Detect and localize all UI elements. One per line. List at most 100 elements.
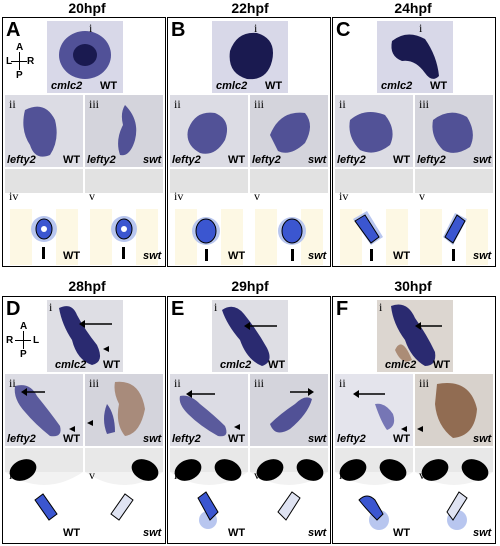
image-d-ii <box>5 374 83 446</box>
genotype-b-iv: WT <box>228 250 246 262</box>
gene-b-iii: lefty2 <box>252 154 281 166</box>
roman-b-ii: ii <box>174 97 181 111</box>
gene-a-i: cmlc2 <box>51 80 83 92</box>
roman-d-ii: ii <box>9 376 16 390</box>
roman-c-v: v <box>419 189 425 203</box>
image-d-iii <box>85 374 163 446</box>
schematic-c-iv <box>335 169 413 265</box>
schematic-d-v <box>85 448 163 542</box>
gene-a-ii: lefty2 <box>7 154 36 166</box>
roman-f-i: i <box>379 300 383 314</box>
image-b-iii <box>250 95 328 167</box>
image-b-i <box>212 21 288 93</box>
gene-b-i: cmlc2 <box>216 80 248 92</box>
genotype-b-iii: swt <box>308 154 327 166</box>
genotype-c-iii: swt <box>473 154 492 166</box>
image-b-ii <box>170 95 248 167</box>
panel-letter-d: D <box>6 298 21 320</box>
image-f-ii <box>335 374 413 446</box>
roman-a-v: v <box>89 189 95 203</box>
gene-d-i: cmlc2 <box>55 359 87 371</box>
axis-p: P <box>16 70 23 81</box>
header-24hpf: 24hpf <box>394 0 432 16</box>
schematic-f-iv <box>335 448 413 542</box>
genotype-c-ii: WT <box>393 154 411 166</box>
gene-f-ii: lefty2 <box>337 433 366 445</box>
genotype-f-ii: WT <box>393 433 411 445</box>
schematic-e-iv <box>170 448 248 542</box>
schematic-e-v <box>250 448 328 542</box>
gene-e-i: cmlc2 <box>220 359 252 371</box>
genotype-d-iii: swt <box>143 433 162 445</box>
image-a-i <box>47 21 123 93</box>
genotype-b-ii: WT <box>228 154 246 166</box>
panel-b: B i cmlc2 WT ii lefty2 WT iii lefty2 swt… <box>167 17 331 267</box>
roman-a-iv: iv <box>9 189 19 203</box>
genotype-a-ii: WT <box>63 154 81 166</box>
gene-a-iii: lefty2 <box>87 154 116 166</box>
panel-letter-f: F <box>336 298 349 320</box>
genotype-f-i: WT <box>433 359 451 371</box>
roman-a-i: i <box>89 21 93 35</box>
schematic-a-iv <box>5 169 83 265</box>
image-a-iii <box>85 95 163 167</box>
header-20hpf: 20hpf <box>68 0 106 16</box>
gene-c-ii: lefty2 <box>337 154 366 166</box>
image-d-i <box>47 300 123 372</box>
roman-f-iii: iii <box>419 376 430 390</box>
roman-b-iv: iv <box>174 189 184 203</box>
schematic-a-v <box>85 169 163 265</box>
image-f-iii <box>415 374 493 446</box>
roman-d-i: i <box>49 300 53 314</box>
schematic-c-v <box>415 169 493 265</box>
roman-d-iv: iv <box>9 468 19 482</box>
panel-letter-b: B <box>171 19 186 41</box>
genotype-e-i: WT <box>268 359 286 371</box>
schematic-b-iv <box>170 169 248 265</box>
image-e-iii <box>250 374 328 446</box>
genotype-a-iv: WT <box>63 250 81 262</box>
roman-c-i: i <box>419 21 423 35</box>
gene-e-ii: lefty2 <box>172 433 201 445</box>
axis-l: L <box>6 56 13 67</box>
genotype-a-v: swt <box>143 250 162 262</box>
roman-f-iv: iv <box>339 468 349 482</box>
roman-b-i: i <box>254 21 258 35</box>
panel-e: E i cmlc2 WT ii lefty2 WT iii swt iv WT … <box>167 296 331 544</box>
roman-e-iv: iv <box>174 468 184 482</box>
roman-b-v: v <box>254 189 260 203</box>
genotype-c-i: WT <box>430 80 448 92</box>
genotype-f-iv: WT <box>393 527 411 539</box>
image-c-ii <box>335 95 413 167</box>
genotype-d-ii: WT <box>63 433 81 445</box>
roman-c-iii: iii <box>419 97 430 111</box>
genotype-d-iv: WT <box>63 527 81 539</box>
header-22hpf: 22hpf <box>231 0 269 16</box>
image-a-ii <box>5 95 83 167</box>
panel-c: C i cmlc2 WT ii lefty2 WT iii lefty2 swt… <box>332 17 496 267</box>
genotype-a-i: WT <box>100 80 118 92</box>
genotype-b-i: WT <box>265 80 283 92</box>
genotype-e-iii: swt <box>308 433 327 445</box>
roman-a-ii: ii <box>9 97 16 111</box>
gene-c-iii: lefty2 <box>417 154 446 166</box>
roman-f-ii: ii <box>339 376 346 390</box>
header-28hpf: 28hpf <box>68 278 106 294</box>
genotype-e-v: swt <box>308 527 327 539</box>
axis-p-bottom: P <box>20 349 27 360</box>
genotype-b-v: swt <box>308 250 327 262</box>
roman-e-i: i <box>214 300 218 314</box>
roman-f-v: v <box>419 468 425 482</box>
panel-letter-e: E <box>171 298 185 320</box>
image-e-i <box>212 300 288 372</box>
genotype-e-ii: WT <box>228 433 246 445</box>
gene-b-ii: lefty2 <box>172 154 201 166</box>
genotype-c-v: swt <box>473 250 492 262</box>
gene-c-i: cmlc2 <box>381 80 413 92</box>
genotype-c-iv: WT <box>393 250 411 262</box>
axis-a-bottom: A <box>20 321 28 332</box>
roman-d-v: v <box>89 468 95 482</box>
panel-a: A A L R P i cmlc2 WT ii lefty2 WT iii le… <box>2 17 166 267</box>
gene-f-i: cmlc2 <box>385 359 417 371</box>
roman-b-iii: iii <box>254 97 265 111</box>
